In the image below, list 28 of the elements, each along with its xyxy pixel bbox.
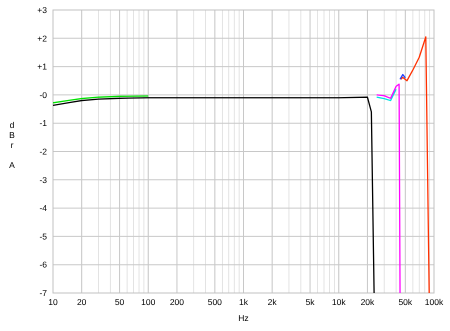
y-tick-label: -5 [39,231,48,242]
x-tick-label: 5k [306,297,316,307]
y-axis-title: dBr A [9,120,16,170]
x-tick-label: 50 [114,297,125,307]
y-tick-label: +3 [37,4,48,15]
x-tick-label: 100 [141,297,156,307]
x-tick-label: 10k [332,297,346,307]
y-tick-label: -6 [39,260,48,270]
y-tick-label: -3 [39,174,48,185]
x-axis-title: Hz [238,313,249,323]
y-tick-label: +2 [37,33,48,44]
y-tick-label: +1 [37,62,48,72]
x-tick-label: 2k [268,297,278,307]
y-tick-label: -2 [39,146,48,156]
x-tick-label: 20k [360,297,376,307]
y-tick-label: -0 [39,90,48,100]
x-tick-label: 50k [398,297,413,307]
y-tick-label: -1 [39,118,48,128]
x-tick-label: 20 [76,297,87,307]
x-tick-label: 500 [208,297,222,307]
y-tick-label: -4 [39,203,48,214]
y-tick-label: -7 [39,288,48,298]
x-tick-label: 100k [424,297,444,307]
line-series [400,36,430,294]
x-tick-label: 10 [48,297,58,307]
x-tick-label: 200 [170,297,184,307]
x-tick-label: 1k [239,297,249,307]
line-series [376,88,397,102]
